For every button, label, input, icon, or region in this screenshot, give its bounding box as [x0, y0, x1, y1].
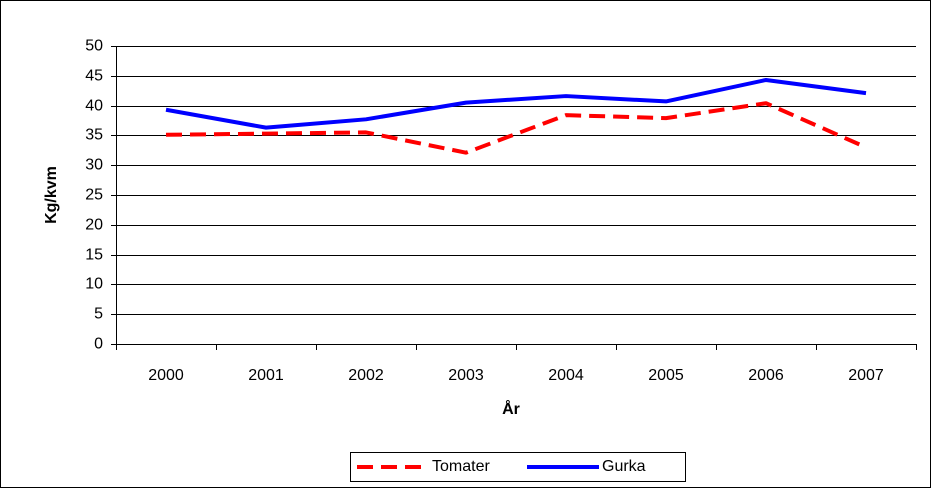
y-tick-label: 5: [94, 306, 103, 323]
y-axis-title: Kg/kvm: [43, 166, 60, 224]
x-tick-label: 2002: [348, 367, 384, 384]
y-tick-label: 50: [85, 38, 103, 55]
legend-label: Tomater: [432, 458, 490, 475]
x-axis-title: År: [502, 399, 520, 418]
y-tick-label: 15: [85, 247, 103, 264]
legend-label: Gurka: [602, 458, 646, 475]
x-tick-label: 2005: [648, 367, 684, 384]
x-tick-label: 2007: [848, 367, 884, 384]
y-tick-label: 0: [94, 336, 103, 353]
y-tick-label: 45: [85, 68, 103, 85]
y-tick-label: 10: [85, 276, 103, 293]
y-tick-label: 25: [85, 187, 103, 204]
y-tick-label: 20: [85, 217, 103, 234]
x-tick-label: 2001: [248, 367, 284, 384]
y-tick-label: 35: [85, 127, 103, 144]
x-tick-label: 2004: [548, 367, 584, 384]
x-tick-label: 2003: [448, 367, 484, 384]
series-line: [165, 77, 867, 130]
x-tick-label: 2000: [148, 367, 184, 384]
x-tick-label: 2006: [748, 367, 784, 384]
y-tick-label: 30: [85, 157, 103, 174]
y-tick-label: 40: [85, 98, 103, 115]
